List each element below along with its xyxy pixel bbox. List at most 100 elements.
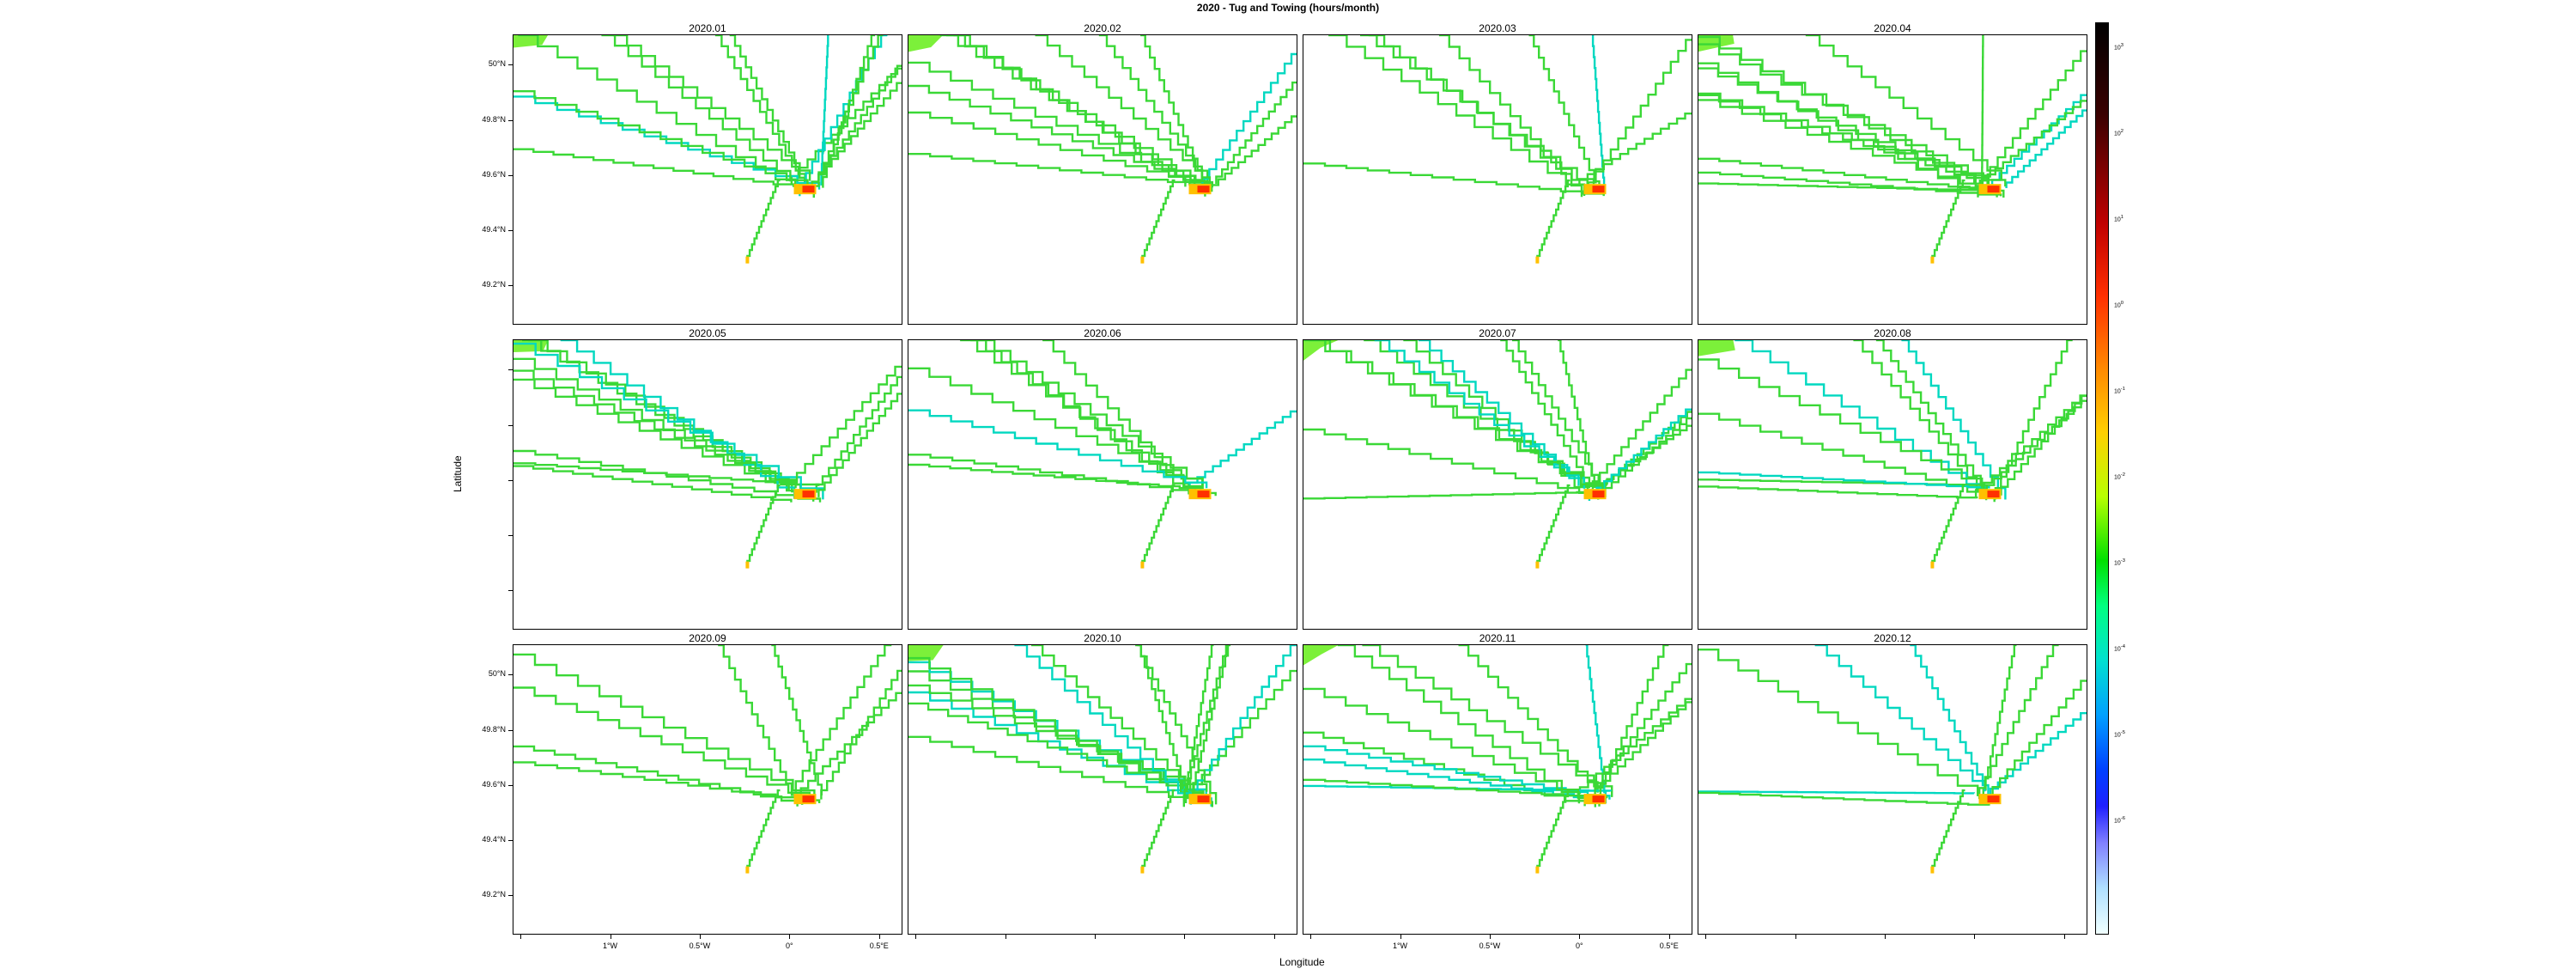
latitude-tick-label: 49.2°N xyxy=(482,280,506,289)
x-tick xyxy=(878,935,880,939)
port-hotspot xyxy=(1987,186,2000,193)
vessel-track xyxy=(513,686,811,801)
track-hotspot xyxy=(1140,256,1145,264)
port-hotspot xyxy=(1592,186,1605,193)
vessel-track xyxy=(908,656,1203,803)
track-hotspot xyxy=(1535,866,1540,874)
latitude-tick-label: 49.8°N xyxy=(482,724,506,734)
vessel-track xyxy=(1698,790,1976,795)
track-density-map xyxy=(1698,340,2087,569)
latitude-tick-label: 49.4°N xyxy=(482,225,506,235)
vessel-track xyxy=(1698,43,1990,186)
y-tick xyxy=(508,285,513,287)
longitude-tick-label: 1°W xyxy=(602,941,618,950)
vessel-track xyxy=(1985,399,2087,492)
vessel-track xyxy=(1141,179,1176,262)
vessel-track xyxy=(560,340,796,499)
track-hotspot xyxy=(745,561,750,569)
longitude-tick-label: 0.5°E xyxy=(869,941,889,950)
vessel-track xyxy=(1993,394,2087,503)
track-patch xyxy=(1698,340,1735,356)
vessel-track xyxy=(1591,369,1692,491)
vessel-track xyxy=(2005,109,2087,188)
vessel-track xyxy=(1698,157,1991,192)
track-hotspot xyxy=(1140,866,1145,874)
track-density-map xyxy=(1698,645,2087,874)
map-panel xyxy=(513,339,902,630)
port-hotspot xyxy=(1197,186,1210,193)
x-tick xyxy=(1974,935,1976,939)
vessel-track xyxy=(1418,340,1580,486)
track-hotspot xyxy=(745,256,750,264)
track-patch xyxy=(1303,340,1339,361)
vessel-track xyxy=(1303,491,1600,500)
x-tick xyxy=(1579,935,1581,939)
vessel-track xyxy=(1098,35,1212,189)
longitude-tick-label: 0° xyxy=(1576,941,1583,950)
vessel-track xyxy=(1500,340,1591,489)
panel-title: 2020.03 xyxy=(1479,22,1516,34)
vessel-track xyxy=(1141,484,1176,567)
vessel-track xyxy=(1910,645,1990,796)
vessel-track xyxy=(960,340,1202,498)
y-tick xyxy=(508,895,513,897)
port-hotspot xyxy=(1987,491,2000,498)
colorbar-tick-label: 10-4 xyxy=(2114,644,2125,653)
y-tick xyxy=(508,840,513,842)
latitude-tick-label: 49.4°N xyxy=(482,835,506,844)
vessel-track xyxy=(820,669,902,800)
panel-title: 2020.12 xyxy=(1874,632,1911,644)
track-density-map xyxy=(1303,35,1692,264)
longitude-tick-label: 0.5°W xyxy=(1479,941,1501,950)
vessel-track xyxy=(1042,340,1197,499)
vessel-track xyxy=(908,463,1202,491)
panel-title: 2020.01 xyxy=(689,22,726,34)
track-hotspot xyxy=(1535,256,1540,264)
vessel-track xyxy=(1698,471,1990,489)
port-hotspot xyxy=(802,795,815,803)
x-tick xyxy=(1705,935,1707,939)
vessel-track xyxy=(953,35,1187,187)
vessel-track xyxy=(513,342,824,500)
vessel-track xyxy=(1014,645,1192,805)
vessel-track xyxy=(1303,778,1608,799)
vessel-track xyxy=(1735,340,1986,496)
vessel-track xyxy=(1536,484,1571,567)
y-tick xyxy=(508,230,513,232)
map-panel xyxy=(908,644,1297,935)
x-tick xyxy=(2063,935,2065,939)
port-hotspot xyxy=(1592,795,1605,803)
vessel-track xyxy=(820,35,829,186)
panel-title: 2020.07 xyxy=(1479,327,1516,339)
colorbar-tick-label: 10-6 xyxy=(2114,816,2125,825)
port-hotspot xyxy=(1197,491,1210,498)
x-tick xyxy=(915,935,917,939)
port-hotspot xyxy=(802,186,815,193)
vessel-track xyxy=(1698,62,1979,198)
vessel-track xyxy=(1588,408,1692,501)
vessel-track xyxy=(513,465,793,503)
vessel-track xyxy=(1362,645,1613,797)
map-panel xyxy=(513,34,902,325)
map-panel xyxy=(1698,34,2087,325)
vessel-track xyxy=(822,35,876,188)
track-density-map xyxy=(513,340,902,569)
vessel-track xyxy=(908,670,1205,801)
colorbar-tick-label: 10-3 xyxy=(2114,558,2125,567)
vessel-track xyxy=(1374,340,1586,489)
y-tick xyxy=(508,590,513,592)
y-tick xyxy=(508,369,513,371)
y-tick xyxy=(508,174,513,176)
track-hotspot xyxy=(1930,866,1935,874)
vessel-track xyxy=(1931,789,1965,872)
track-patch xyxy=(908,35,944,52)
vessel-track xyxy=(1337,645,1581,804)
vessel-track xyxy=(513,369,797,489)
panel-title: 2020.08 xyxy=(1874,327,1911,339)
track-density-map xyxy=(908,340,1297,569)
vessel-track xyxy=(1981,35,1984,190)
vessel-track xyxy=(908,684,1208,792)
y-tick xyxy=(508,729,513,731)
vessel-track xyxy=(1981,50,2087,186)
vessel-track xyxy=(1591,35,1606,189)
